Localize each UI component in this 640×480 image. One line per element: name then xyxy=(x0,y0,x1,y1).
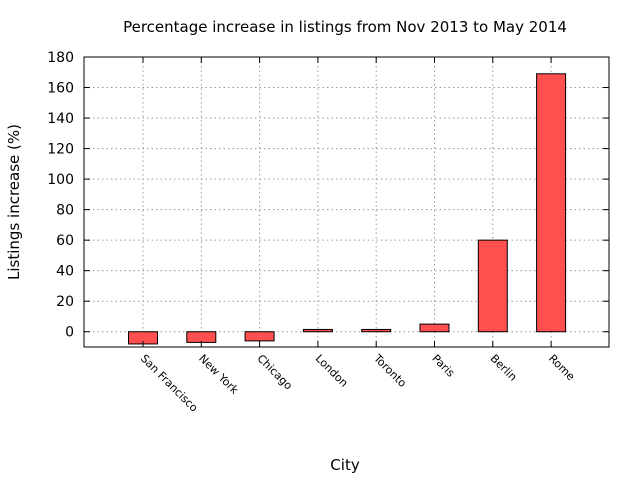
bar xyxy=(419,323,450,333)
plot-frame xyxy=(83,56,610,348)
x-tick-label: Toronto xyxy=(370,351,409,390)
y-tick-label: 120 xyxy=(47,142,74,158)
y-tick-label: 80 xyxy=(56,203,74,219)
x-tick-label: London xyxy=(313,352,351,390)
y-tick-label: 100 xyxy=(47,172,74,188)
x-tick-label: New York xyxy=(196,352,241,397)
y-axis-label: Listings increase (%) xyxy=(5,124,23,280)
x-tick-label: Berlin xyxy=(488,352,520,384)
bar xyxy=(302,328,333,333)
bar xyxy=(361,328,392,333)
grid xyxy=(84,56,609,347)
y-tick-label: 160 xyxy=(47,81,74,97)
bars xyxy=(128,73,567,345)
x-tick-label: San Francisco xyxy=(138,352,201,415)
y-ticks: 0 20 40 60 80 100 120 140 160 180 xyxy=(47,50,609,341)
bar xyxy=(186,331,217,343)
y-tick-label: 60 xyxy=(56,233,74,249)
bar xyxy=(536,73,567,333)
y-tick-label: 40 xyxy=(56,264,74,280)
y-tick-label: 0 xyxy=(65,325,74,341)
x-axis-label: City xyxy=(330,456,360,474)
bar xyxy=(477,239,508,333)
y-tick-label: 140 xyxy=(47,111,74,127)
y-tick-label: 20 xyxy=(56,294,74,310)
x-tick-label: Rome xyxy=(546,352,578,384)
x-tick-label: Chicago xyxy=(254,352,295,393)
x-tick-label: Paris xyxy=(429,352,457,380)
bar xyxy=(244,331,275,342)
chart-title: Percentage increase in listings from Nov… xyxy=(123,18,567,36)
y-tick-label: 180 xyxy=(47,50,74,66)
